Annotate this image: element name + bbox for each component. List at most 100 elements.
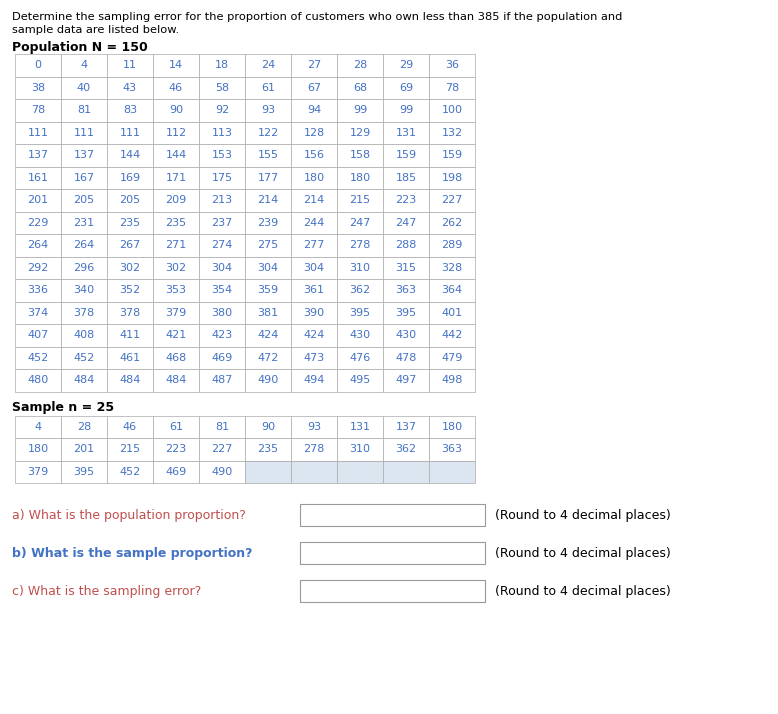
- Bar: [337, 76, 383, 99]
- Text: 362: 362: [349, 286, 370, 296]
- Text: 461: 461: [120, 353, 141, 363]
- Text: 131: 131: [395, 128, 416, 138]
- Bar: [199, 144, 245, 166]
- Text: 424: 424: [303, 331, 324, 341]
- Bar: [383, 256, 429, 279]
- Bar: [429, 256, 475, 279]
- Text: 223: 223: [395, 195, 417, 205]
- Bar: [153, 346, 199, 369]
- Bar: [107, 144, 153, 166]
- Bar: [337, 461, 383, 483]
- Text: 4: 4: [80, 60, 88, 70]
- Bar: [199, 346, 245, 369]
- Text: 198: 198: [441, 173, 463, 183]
- Bar: [429, 99, 475, 121]
- Text: 497: 497: [395, 376, 417, 386]
- Text: 153: 153: [212, 150, 233, 160]
- Text: 159: 159: [441, 150, 463, 160]
- Bar: [337, 166, 383, 189]
- Bar: [291, 346, 337, 369]
- Text: 46: 46: [169, 83, 183, 93]
- Bar: [107, 189, 153, 211]
- Bar: [153, 76, 199, 99]
- Text: 304: 304: [212, 263, 233, 273]
- Text: 247: 247: [395, 218, 417, 228]
- Bar: [107, 76, 153, 99]
- Bar: [300, 542, 485, 564]
- Bar: [383, 166, 429, 189]
- Text: 380: 380: [212, 308, 233, 318]
- Bar: [429, 416, 475, 438]
- Text: 421: 421: [166, 331, 187, 341]
- Bar: [199, 279, 245, 301]
- Text: 244: 244: [303, 218, 324, 228]
- Bar: [245, 346, 291, 369]
- Bar: [199, 461, 245, 483]
- Text: b) What is the sample proportion?: b) What is the sample proportion?: [12, 546, 253, 560]
- Bar: [245, 416, 291, 438]
- Bar: [383, 324, 429, 346]
- Bar: [15, 234, 61, 256]
- Text: 0: 0: [34, 60, 41, 70]
- Bar: [337, 279, 383, 301]
- Bar: [61, 234, 107, 256]
- Text: 78: 78: [31, 105, 45, 115]
- Text: 180: 180: [27, 444, 48, 454]
- Bar: [245, 324, 291, 346]
- Bar: [337, 121, 383, 144]
- Text: 289: 289: [441, 240, 463, 250]
- Bar: [429, 369, 475, 391]
- Bar: [15, 256, 61, 279]
- Bar: [383, 279, 429, 301]
- Text: 278: 278: [303, 444, 324, 454]
- Text: 180: 180: [441, 422, 463, 432]
- Bar: [61, 99, 107, 121]
- Bar: [291, 461, 337, 483]
- Bar: [199, 256, 245, 279]
- Text: 379: 379: [27, 467, 48, 477]
- Bar: [337, 144, 383, 166]
- Bar: [291, 54, 337, 76]
- Bar: [429, 211, 475, 234]
- Text: 28: 28: [77, 422, 91, 432]
- Text: 155: 155: [258, 150, 279, 160]
- Bar: [245, 301, 291, 324]
- Text: 94: 94: [307, 105, 321, 115]
- Text: 473: 473: [303, 353, 324, 363]
- Text: 67: 67: [307, 83, 321, 93]
- Bar: [291, 211, 337, 234]
- Text: 92: 92: [215, 105, 230, 115]
- Text: 395: 395: [395, 308, 416, 318]
- Bar: [107, 279, 153, 301]
- Bar: [383, 461, 429, 483]
- Bar: [383, 211, 429, 234]
- Text: 161: 161: [27, 173, 48, 183]
- Text: 156: 156: [303, 150, 324, 160]
- Text: 90: 90: [261, 422, 275, 432]
- Bar: [429, 279, 475, 301]
- Text: 424: 424: [258, 331, 279, 341]
- Text: 158: 158: [349, 150, 370, 160]
- Text: 487: 487: [212, 376, 233, 386]
- Bar: [107, 416, 153, 438]
- Text: 201: 201: [73, 444, 95, 454]
- Text: 274: 274: [212, 240, 233, 250]
- Text: 40: 40: [77, 83, 91, 93]
- Text: 381: 381: [258, 308, 279, 318]
- Text: 484: 484: [165, 376, 187, 386]
- Bar: [337, 234, 383, 256]
- Text: 100: 100: [441, 105, 462, 115]
- Bar: [15, 416, 61, 438]
- Text: 310: 310: [349, 263, 370, 273]
- Bar: [300, 504, 485, 526]
- Text: 288: 288: [395, 240, 417, 250]
- Bar: [291, 99, 337, 121]
- Bar: [61, 76, 107, 99]
- Text: 137: 137: [27, 150, 48, 160]
- Text: (Round to 4 decimal places): (Round to 4 decimal places): [495, 585, 671, 598]
- Bar: [199, 54, 245, 76]
- Text: 235: 235: [120, 218, 141, 228]
- Bar: [15, 346, 61, 369]
- Bar: [429, 121, 475, 144]
- Text: 310: 310: [349, 444, 370, 454]
